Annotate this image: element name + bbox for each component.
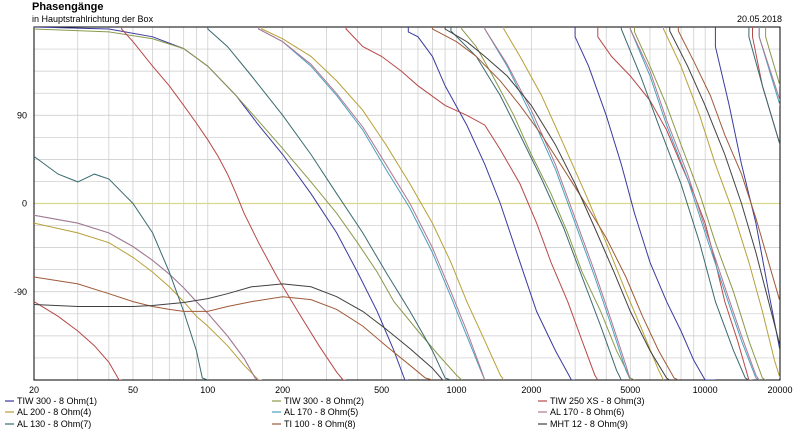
y-tick-label: -90 (14, 287, 27, 297)
x-tick-label: 500 (374, 385, 389, 395)
series-group (34, 27, 780, 380)
legend-label: TI 100 - 8 Ohm(8) (284, 419, 356, 429)
legend-label: TIW 250 XS - 8 Ohm(3) (550, 396, 645, 406)
legend-label: MHT 12 - 8 Ohm(9) (550, 419, 628, 429)
legend-label: AL 130 - 8 Ohm(7) (17, 419, 91, 429)
x-tick-label: 100 (200, 385, 215, 395)
x-tick-label: 20 (29, 385, 39, 395)
chart-date: 20.05.2018 (736, 14, 782, 24)
series-line-6 (34, 27, 780, 380)
x-tick-label: 50 (128, 385, 138, 395)
legend-label: AL 170 - 8 Ohm(5) (284, 407, 358, 417)
legend-label: AL 200 - 8 Ohm(4) (17, 407, 91, 417)
chart-subtitle: in Hauptstrahlrichtung der Box (32, 14, 154, 24)
series-line-2 (34, 27, 780, 380)
series-line-4 (34, 27, 780, 380)
x-tick-label: 200 (275, 385, 290, 395)
series-line-3 (34, 27, 780, 380)
x-tick-label: 10000 (693, 385, 718, 395)
x-tick-label: 1000 (446, 385, 466, 395)
legend-label: AL 170 - 8 Ohm(6) (550, 407, 624, 417)
series-line-1 (34, 27, 780, 380)
x-tick-label: 5000 (620, 385, 640, 395)
legend-label: TIW 300 - 8 Ohm(2) (284, 396, 364, 406)
series-line-7 (34, 27, 780, 380)
x-tick-label: 2000 (521, 385, 541, 395)
series-line-8 (34, 27, 780, 380)
y-tick-label: 90 (17, 110, 27, 120)
x-tick-label: 20000 (767, 385, 792, 395)
series-line-9 (34, 27, 780, 380)
legend-label: TIW 300 - 8 Ohm(1) (17, 396, 97, 406)
y-tick-label: 0 (22, 199, 27, 209)
chart-title: Phasengänge (32, 1, 104, 13)
